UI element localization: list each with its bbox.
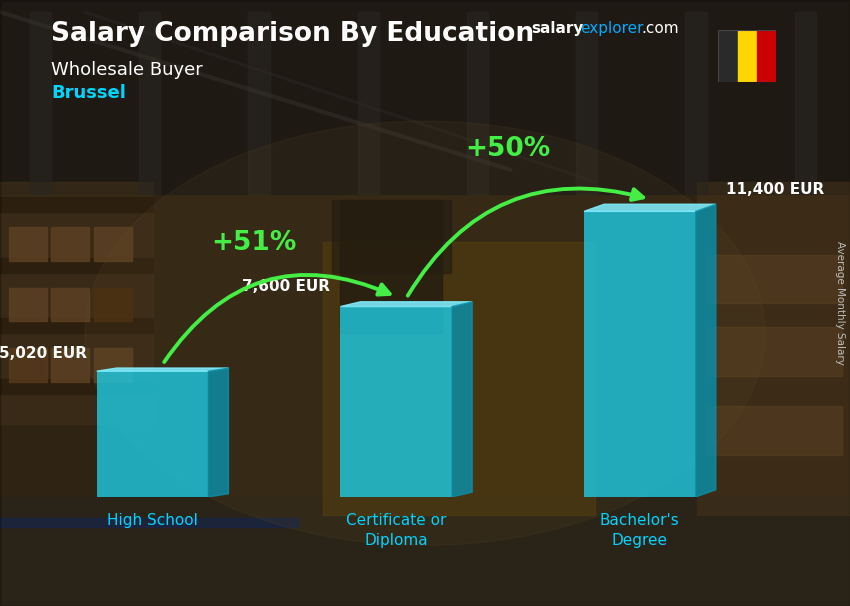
Text: salary: salary (531, 21, 584, 36)
Bar (0, 497, 850, 606)
Bar (0, 197, 153, 212)
Bar (139, 12, 161, 194)
Bar (685, 12, 706, 194)
Text: Salary Comparison By Education: Salary Comparison By Education (51, 21, 534, 47)
Bar (97, 371, 208, 497)
Text: .com: .com (641, 21, 678, 36)
Bar (8, 227, 47, 261)
Bar (248, 12, 269, 194)
Bar (706, 327, 842, 376)
Bar (0, 0, 850, 194)
Polygon shape (584, 204, 716, 211)
FancyArrowPatch shape (408, 188, 643, 296)
Bar (340, 307, 452, 497)
Polygon shape (695, 204, 716, 497)
Bar (332, 200, 450, 273)
Bar (30, 12, 51, 194)
Bar (51, 227, 89, 261)
Polygon shape (97, 368, 229, 371)
Bar (340, 200, 442, 333)
Polygon shape (452, 302, 472, 497)
Bar (8, 348, 47, 382)
Bar (756, 30, 776, 82)
Bar (738, 30, 756, 82)
Bar (94, 348, 132, 382)
Bar (718, 30, 738, 82)
Bar (358, 12, 379, 194)
Bar (94, 227, 132, 261)
Bar (706, 406, 842, 454)
Polygon shape (340, 302, 472, 307)
Bar (8, 288, 47, 321)
Polygon shape (208, 368, 229, 497)
Text: +51%: +51% (212, 230, 297, 256)
Bar (0, 318, 153, 333)
Bar (94, 288, 132, 321)
Text: 5,020 EUR: 5,020 EUR (0, 345, 87, 361)
Bar (697, 182, 850, 515)
Text: explorer: explorer (580, 21, 643, 36)
Text: Brussel: Brussel (51, 84, 126, 102)
Bar (323, 242, 595, 515)
Bar (0, 182, 153, 424)
Bar (51, 348, 89, 382)
Text: 11,400 EUR: 11,400 EUR (726, 182, 824, 197)
Text: Average Monthly Salary: Average Monthly Salary (835, 241, 845, 365)
Bar (0, 379, 153, 394)
Bar (0, 258, 153, 273)
FancyArrowPatch shape (164, 275, 389, 362)
Bar (706, 255, 842, 303)
Bar (584, 211, 695, 497)
Ellipse shape (85, 121, 765, 545)
Bar (467, 12, 488, 194)
Bar (0, 518, 298, 527)
Bar (576, 12, 598, 194)
Bar (51, 288, 89, 321)
Text: +50%: +50% (465, 136, 551, 162)
Text: 7,600 EUR: 7,600 EUR (242, 279, 330, 295)
Text: Wholesale Buyer: Wholesale Buyer (51, 61, 203, 79)
Bar (795, 12, 816, 194)
